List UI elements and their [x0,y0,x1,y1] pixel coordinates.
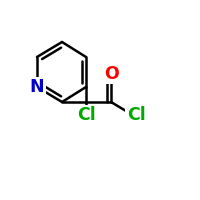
Text: Cl: Cl [127,106,145,124]
Text: N: N [30,78,44,96]
Text: O: O [104,65,118,83]
Text: Cl: Cl [77,106,95,124]
